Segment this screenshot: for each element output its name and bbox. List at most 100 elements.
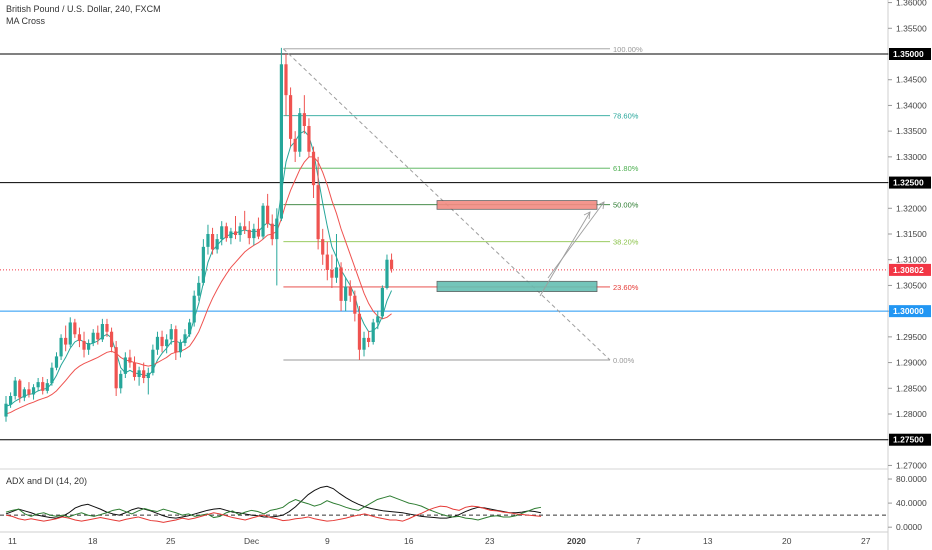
moving-average-line (5, 156, 392, 415)
level-price-label: 1.27500 (893, 435, 924, 445)
adx-series-line (5, 495, 542, 521)
candle-body (380, 288, 384, 317)
level-price-tag (889, 48, 931, 60)
time-tick-label: 11 (8, 536, 17, 546)
candle-body (229, 231, 233, 239)
candle-body (275, 218, 279, 240)
indicator-label: MA Cross (6, 16, 46, 26)
support-zone (436, 280, 598, 293)
price-tick-label: 1.34500 (896, 75, 927, 85)
candle-body (31, 387, 36, 395)
candle-body (68, 322, 72, 345)
candle-body (357, 313, 362, 350)
level-price-tag (889, 176, 931, 189)
candle-body (371, 322, 375, 342)
price-tick-label: 1.35500 (896, 23, 927, 33)
candle-body (385, 259, 389, 288)
candle-body (334, 267, 339, 278)
candle-body (91, 332, 95, 344)
candle-body (142, 370, 146, 378)
candle-body (302, 113, 306, 126)
candle-body (174, 329, 178, 353)
candle-body (77, 334, 82, 341)
price-tick-label: 1.28500 (896, 383, 927, 393)
candle-body (201, 246, 205, 283)
candle-body (279, 64, 283, 219)
time-tick-label: Dec (244, 536, 260, 546)
candle-body (362, 337, 366, 350)
candle-body (36, 382, 40, 388)
candle-body (233, 231, 238, 236)
candle-body (87, 343, 91, 350)
candle-body (197, 282, 201, 296)
candle-body (188, 322, 192, 335)
candle-body (100, 324, 104, 340)
fib-level-label: 78.60% (613, 112, 639, 121)
candle-body (192, 295, 196, 323)
candle-body (376, 316, 380, 323)
price-tick-label: 1.33000 (896, 152, 927, 162)
candle-body (13, 380, 17, 396)
candle-body (128, 357, 132, 363)
candle-body (123, 357, 127, 374)
price-tick-label: 1.28000 (896, 409, 927, 419)
candle-body (165, 339, 169, 347)
arrow-head (597, 201, 605, 210)
adx-series-line (5, 505, 542, 523)
candle-body (96, 332, 100, 340)
candle-body (353, 295, 357, 314)
arrow-head (583, 211, 591, 220)
candle-body (59, 337, 63, 357)
adx-tick-label: 0.0000 (896, 522, 922, 532)
candle-body (155, 336, 160, 350)
fib-level-label: 0.00% (613, 356, 635, 365)
time-tick-label: 16 (404, 536, 414, 546)
candle-body (54, 356, 59, 368)
projection-arrow (547, 201, 605, 279)
price-tick-label: 1.34000 (896, 100, 927, 110)
price-tick-label: 1.36000 (896, 0, 927, 8)
candle-body (270, 223, 274, 240)
time-tick-label: 23 (485, 536, 495, 546)
price-tick-label: 1.31500 (896, 229, 927, 239)
price-tick-label: 1.27000 (896, 460, 927, 470)
candle-body (109, 331, 114, 348)
candle-body (82, 340, 86, 350)
candle-body (73, 322, 77, 335)
candle-body (8, 396, 13, 405)
candles (4, 47, 394, 422)
sub-panel-label: ADX and DI (14, 20) (6, 476, 88, 486)
resistance-zone (436, 200, 598, 210)
candle-body (151, 349, 155, 373)
candle-body (41, 382, 45, 391)
candle-body (210, 234, 215, 250)
candle-body (220, 226, 224, 240)
adx-tick-label: 80.0000 (896, 474, 927, 484)
candle-body (344, 286, 348, 301)
last-price-tag (889, 263, 931, 276)
candle-body (64, 337, 68, 345)
candle-body (22, 389, 26, 398)
candle-body (114, 347, 118, 389)
projection-arrow (539, 211, 591, 297)
fib-level-label: 61.80% (613, 164, 639, 173)
time-tick-label: 27 (861, 536, 871, 546)
candle-body (215, 239, 219, 250)
candle-body (243, 226, 247, 230)
candle-body (178, 343, 183, 353)
last-price-label: 1.30802 (893, 265, 924, 275)
level-price-tag (889, 305, 931, 318)
candle-body (169, 329, 173, 340)
candle-body (137, 370, 141, 377)
projection-arrows (539, 201, 605, 297)
candle-body (298, 113, 302, 152)
candle-body (183, 334, 187, 344)
symbol-title: British Pound / U.S. Dollar, 240, FXCM (6, 4, 161, 14)
candle-body (389, 259, 394, 269)
candle-body (266, 205, 270, 224)
candle-body (27, 389, 31, 395)
fib-level-label: 50.00% (613, 201, 639, 210)
candle-body (316, 185, 320, 240)
